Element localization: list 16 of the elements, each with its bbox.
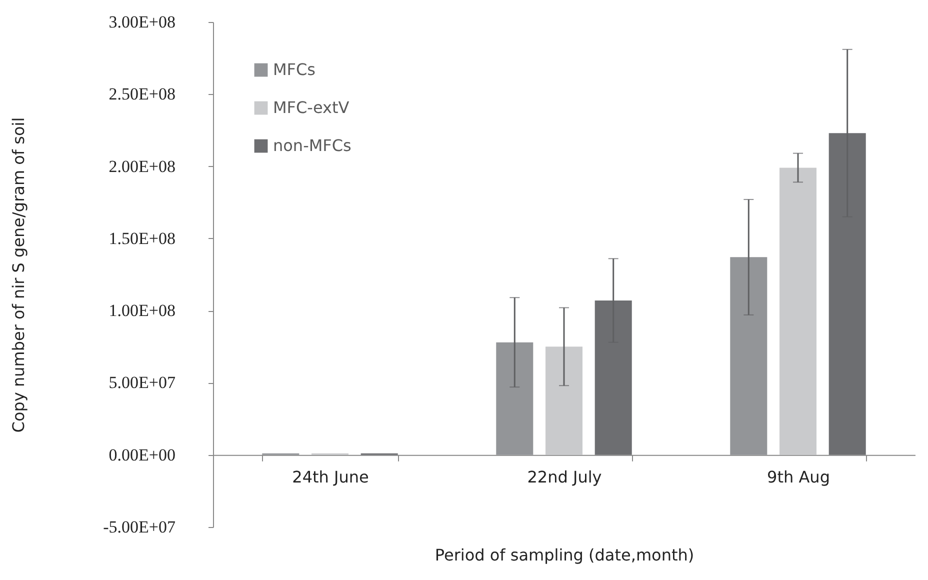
y-tick-label: 2.00E+08 xyxy=(108,156,176,176)
y-tick-label: 0.00E+00 xyxy=(108,445,176,464)
x-tick-label: 24th June xyxy=(292,467,369,486)
y-tick-label: -5.00E+07 xyxy=(103,518,176,536)
legend-label: non-MFCs xyxy=(273,136,352,155)
y-axis-title: Copy number of nir S gene/gram of soil xyxy=(9,117,28,433)
y-tick-label: 5.00E+07 xyxy=(108,373,176,392)
x-axis-title: Period of sampling (date,month) xyxy=(434,546,694,564)
y-tick-label: 2.50E+08 xyxy=(108,84,176,104)
y-tick-label: 3.00E+08 xyxy=(108,12,176,32)
legend-label: MFC-extV xyxy=(273,98,350,117)
y-tick-label: 1.00E+08 xyxy=(108,301,176,320)
x-tick-label: 9th Aug xyxy=(767,467,830,486)
x-tick-label: 22nd July xyxy=(527,467,602,486)
y-tick-label: 1.50E+08 xyxy=(108,228,176,248)
legend-label: MFCs xyxy=(273,60,316,79)
